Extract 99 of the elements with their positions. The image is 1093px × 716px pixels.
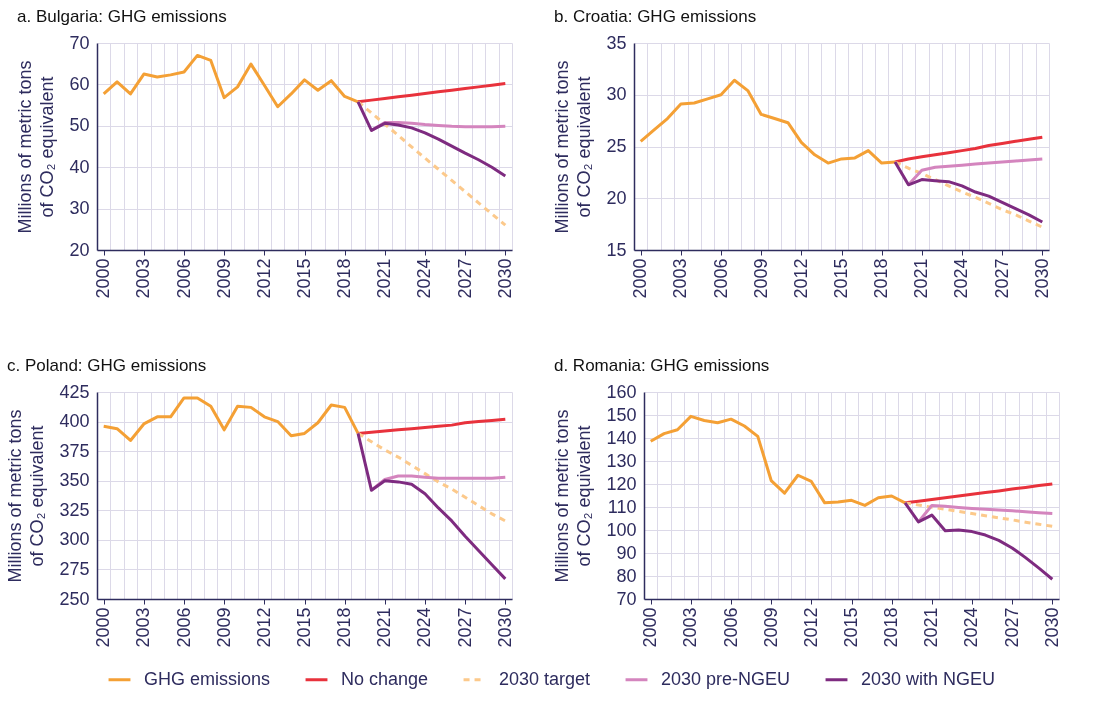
x-tick-label: 2018 <box>334 258 355 299</box>
y-tick-label: 30 <box>606 84 627 105</box>
x-tick-label: 2009 <box>760 607 781 648</box>
line-series <box>893 135 1044 164</box>
y-tick-label: 100 <box>606 519 637 540</box>
x-tick-label: 2030 <box>494 607 515 648</box>
x-tick-label: 2000 <box>93 607 114 648</box>
y-tick-label: 70 <box>616 588 637 609</box>
y-tick-label: 275 <box>59 558 90 579</box>
line-series <box>102 53 360 109</box>
x-tick-label: 2018 <box>334 607 355 648</box>
line-series <box>356 431 507 581</box>
x-tick-label: 2006 <box>173 607 194 648</box>
y-tick-label: 20 <box>69 239 90 260</box>
line-series <box>102 396 360 442</box>
y-tick-label: 40 <box>69 156 90 177</box>
x-tick-label: 2000 <box>93 258 114 299</box>
line-series <box>903 482 1054 505</box>
chart-title: c. Poland: GHG emissions <box>6 356 207 375</box>
line-series <box>903 501 1054 581</box>
y-tick-label: 80 <box>616 565 637 586</box>
y-tick-label: 25 <box>606 136 627 156</box>
x-tick-label: 2003 <box>670 258 691 299</box>
x-tick-label: 2030 <box>1041 607 1062 648</box>
line-series <box>356 82 507 104</box>
chart-title: a. Bulgaria: GHG emissions <box>16 7 227 26</box>
x-tick-label: 2015 <box>831 258 851 299</box>
line-series <box>356 100 507 227</box>
x-tick-label: 2021 <box>374 258 395 299</box>
y-tick-label: 110 <box>607 496 637 517</box>
y-tick-label: 350 <box>59 470 90 491</box>
x-tick-label: 2009 <box>213 607 234 648</box>
legend-label: 2030 pre-NGEU <box>661 668 791 689</box>
y-tick-label: 35 <box>606 32 627 53</box>
y-tick-label: 160 <box>606 381 637 402</box>
y-tick-label: 50 <box>69 115 90 136</box>
y-axis-title: Millions of metric tons of CO₂ equivalent <box>552 409 595 583</box>
x-tick-label: 2021 <box>921 607 942 648</box>
x-tick-label: 2006 <box>720 607 741 648</box>
y-axis-title: Millions of metric tons of CO₂ equivalent <box>15 60 58 234</box>
x-tick-label: 2012 <box>253 607 274 648</box>
x-tick-label: 2009 <box>213 258 234 299</box>
line-series <box>903 501 1054 528</box>
x-tick-label: 2006 <box>173 258 194 299</box>
x-tick-label: 2003 <box>133 258 154 299</box>
x-tick-label: 2018 <box>871 258 892 299</box>
x-tick-label: 2012 <box>800 607 821 648</box>
legend-label: GHG emissions <box>144 668 271 689</box>
x-tick-label: 2024 <box>951 258 972 299</box>
line-series <box>356 100 507 178</box>
x-tick-label: 2030 <box>494 258 515 299</box>
x-tick-label: 2024 <box>414 607 435 648</box>
y-tick-label: 400 <box>59 411 90 432</box>
y-tick-label: 120 <box>606 473 637 494</box>
x-tick-label: 2015 <box>294 607 314 648</box>
legend-label: 2030 with NGEU <box>861 668 996 689</box>
y-tick-label: 375 <box>59 440 90 461</box>
x-tick-label: 2024 <box>414 258 435 299</box>
x-tick-label: 2027 <box>454 258 475 299</box>
y-tick-label: 70 <box>69 32 90 53</box>
chart-title: d. Romania: GHG emissions <box>553 356 770 375</box>
y-tick-label: 90 <box>616 542 637 563</box>
legend-label: 2030 target <box>499 668 591 689</box>
line-series <box>649 414 907 507</box>
x-tick-label: 2003 <box>133 607 154 648</box>
y-tick-label: 425 <box>59 381 90 402</box>
y-tick-label: 150 <box>606 404 637 425</box>
y-tick-label: 30 <box>69 198 90 219</box>
x-tick-label: 2024 <box>961 607 982 648</box>
legend-label: No change <box>341 668 429 689</box>
y-tick-label: 250 <box>59 588 90 609</box>
x-tick-label: 2003 <box>680 607 701 648</box>
x-tick-label: 2021 <box>911 258 932 299</box>
x-tick-label: 2009 <box>750 258 771 299</box>
x-tick-label: 2030 <box>1031 258 1052 299</box>
line-series <box>639 78 897 165</box>
y-tick-label: 130 <box>606 450 637 471</box>
x-tick-label: 2015 <box>294 258 314 299</box>
y-tick-label: 140 <box>606 427 637 448</box>
line-series <box>356 417 507 435</box>
x-tick-label: 2027 <box>991 258 1012 299</box>
y-tick-label: 325 <box>59 499 90 520</box>
y-tick-label: 15 <box>606 239 627 260</box>
y-axis-title: Millions of metric tons of CO₂ equivalent <box>5 409 48 583</box>
y-tick-label: 60 <box>69 73 90 94</box>
x-tick-label: 2021 <box>374 607 395 648</box>
x-tick-label: 2027 <box>454 607 475 648</box>
y-axis-title: Millions of metric tons of CO₂ equivalent <box>552 60 595 234</box>
x-tick-label: 2012 <box>790 258 811 299</box>
x-tick-label: 2015 <box>841 607 861 648</box>
x-tick-label: 2000 <box>640 607 661 648</box>
x-tick-label: 2006 <box>710 258 731 299</box>
x-tick-label: 2000 <box>630 258 651 299</box>
chart-title: b. Croatia: GHG emissions <box>553 7 757 26</box>
x-tick-label: 2018 <box>881 607 902 648</box>
y-tick-label: 300 <box>59 529 90 550</box>
y-tick-label: 20 <box>606 187 627 208</box>
x-tick-label: 2027 <box>1001 607 1022 648</box>
x-tick-label: 2012 <box>253 258 274 299</box>
